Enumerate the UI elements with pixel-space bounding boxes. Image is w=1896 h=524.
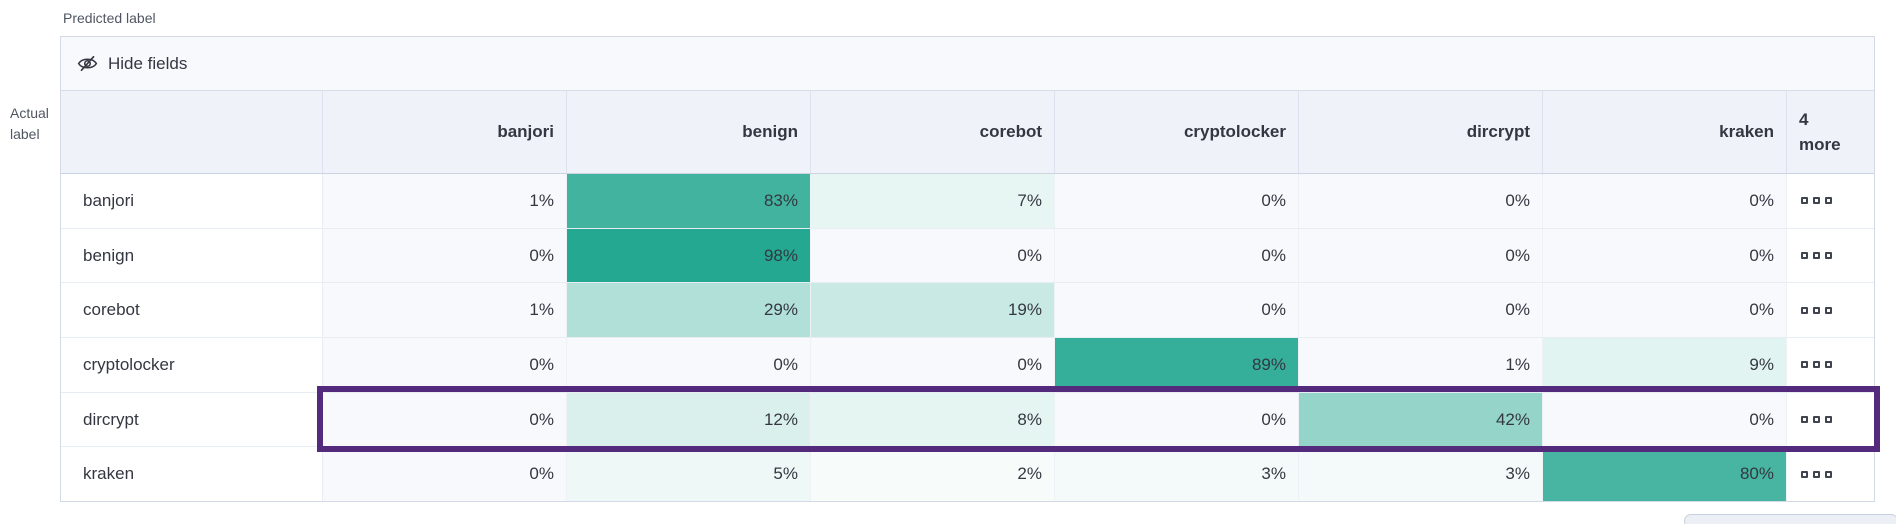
ellipsis-square-icon (1813, 361, 1820, 369)
cell-cryptolocker-dircrypt[interactable]: 1% (1299, 338, 1543, 392)
cell-cryptolocker-cryptolocker[interactable]: 89% (1055, 338, 1299, 392)
row-more-cell-kraken[interactable] (1787, 447, 1874, 502)
confusion-matrix-grid: Hide fields banjori benign corebot cryptolo… (60, 36, 1875, 502)
ellipsis-square-icon (1825, 416, 1832, 424)
actual-axis-label: Actual label (10, 103, 49, 145)
ellipsis-square-icon (1801, 470, 1808, 478)
cell-dircrypt-kraken[interactable]: 0% (1543, 392, 1787, 447)
ellipsis-square-icon (1825, 470, 1832, 478)
ellipsis-square-icon (1801, 252, 1808, 259)
cell-kraken-benign[interactable]: 5% (567, 447, 811, 502)
cell-benign-cryptolocker[interactable]: 0% (1055, 228, 1299, 283)
row-more-cell-dircrypt[interactable] (1787, 392, 1874, 447)
grid-header-row: banjori benign corebot cryptolocker dircrypt… (61, 91, 1874, 174)
cell-benign-dircrypt[interactable]: 0% (1299, 228, 1543, 283)
more-header-count: 4 (1799, 110, 1809, 129)
cell-corebot-benign[interactable]: 29% (567, 283, 811, 338)
column-header-cryptolocker[interactable]: cryptolocker (1055, 91, 1299, 173)
row-more-cell-banjori[interactable] (1787, 174, 1874, 228)
cell-benign-kraken[interactable]: 0% (1543, 228, 1787, 283)
cell-dircrypt-cryptolocker[interactable]: 0% (1055, 392, 1299, 447)
column-header-dircrypt[interactable]: dircrypt (1299, 91, 1543, 173)
cell-corebot-banjori[interactable]: 1% (323, 283, 567, 338)
row-more-cell-corebot[interactable] (1787, 283, 1874, 338)
ellipsis-square-icon (1813, 306, 1820, 314)
row-label-dircrypt[interactable]: dircrypt (61, 392, 323, 447)
hide-fields-label: Hide fields (108, 53, 188, 73)
cell-banjori-cryptolocker[interactable]: 0% (1055, 174, 1299, 228)
eye-slash-icon (77, 53, 98, 74)
cell-banjori-banjori[interactable]: 1% (323, 174, 567, 228)
ellipsis-square-icon (1813, 470, 1820, 478)
actual-axis-label-line2: label (10, 126, 40, 142)
row-more-cell-cryptolocker[interactable] (1787, 338, 1874, 392)
cell-kraken-corebot[interactable]: 2% (811, 447, 1055, 502)
cell-cryptolocker-kraken[interactable]: 9% (1543, 338, 1787, 392)
ellipsis-square-icon (1825, 361, 1832, 369)
grid-body: banjori 1% 83% 7% 0% 0% 0% benign 0% 98% 0% 0% 0% 0% c… (61, 174, 1874, 502)
row-label-banjori[interactable]: banjori (61, 174, 323, 228)
cell-kraken-banjori[interactable]: 0% (323, 447, 567, 502)
table-row-kraken: kraken 0% 5% 2% 3% 3% 80% (61, 447, 1874, 502)
cell-benign-benign[interactable]: 98% (567, 228, 811, 283)
horizontal-scrollbar[interactable] (1684, 514, 1896, 524)
cell-dircrypt-benign[interactable]: 12% (567, 392, 811, 447)
ellipsis-square-icon (1801, 416, 1808, 424)
cell-cryptolocker-corebot[interactable]: 0% (811, 338, 1055, 392)
ellipsis-square-icon (1813, 197, 1820, 205)
ellipsis-square-icon (1825, 252, 1832, 259)
column-header-kraken[interactable]: kraken (1543, 91, 1787, 173)
cell-corebot-dircrypt[interactable]: 0% (1299, 283, 1543, 338)
table-row-banjori: banjori 1% 83% 7% 0% 0% 0% (61, 174, 1874, 229)
grid-toolbar: Hide fields (61, 37, 1874, 91)
cell-corebot-kraken[interactable]: 0% (1543, 283, 1787, 338)
ellipsis-square-icon (1801, 361, 1808, 369)
ellipsis-square-icon (1801, 306, 1808, 314)
cell-kraken-cryptolocker[interactable]: 3% (1055, 447, 1299, 502)
row-label-cryptolocker[interactable]: cryptolocker (61, 338, 323, 392)
column-header-more[interactable]: 4 more (1787, 91, 1874, 173)
cell-corebot-corebot[interactable]: 19% (811, 283, 1055, 338)
predicted-axis-label: Predicted label (63, 10, 156, 26)
column-header-corebot[interactable]: corebot (811, 91, 1055, 173)
header-corner-cell (61, 91, 323, 173)
row-more-cell-benign[interactable] (1787, 228, 1874, 283)
cell-dircrypt-corebot[interactable]: 8% (811, 392, 1055, 447)
cell-banjori-benign[interactable]: 83% (567, 174, 811, 228)
table-row-benign: benign 0% 98% 0% 0% 0% 0% (61, 228, 1874, 284)
cell-corebot-cryptolocker[interactable]: 0% (1055, 283, 1299, 338)
table-row-dircrypt: dircrypt 0% 12% 8% 0% 42% 0% (61, 392, 1874, 448)
row-label-benign[interactable]: benign (61, 228, 323, 283)
cell-cryptolocker-benign[interactable]: 0% (567, 338, 811, 392)
cell-kraken-dircrypt[interactable]: 3% (1299, 447, 1543, 502)
cell-banjori-dircrypt[interactable]: 0% (1299, 174, 1543, 228)
ellipsis-square-icon (1813, 252, 1820, 259)
more-header-word: more (1799, 135, 1841, 154)
ellipsis-square-icon (1825, 306, 1832, 314)
row-label-kraken[interactable]: kraken (61, 447, 323, 502)
table-row-cryptolocker: cryptolocker 0% 0% 0% 89% 1% 9% (61, 338, 1874, 393)
ellipsis-square-icon (1813, 416, 1820, 424)
column-header-banjori[interactable]: banjori (323, 91, 567, 173)
cell-cryptolocker-banjori[interactable]: 0% (323, 338, 567, 392)
table-row-corebot: corebot 1% 29% 19% 0% 0% 0% (61, 283, 1874, 339)
ellipsis-square-icon (1825, 197, 1832, 205)
cell-banjori-kraken[interactable]: 0% (1543, 174, 1787, 228)
actual-axis-label-line1: Actual (10, 105, 49, 121)
cell-dircrypt-dircrypt[interactable]: 42% (1299, 392, 1543, 447)
ellipsis-square-icon (1801, 197, 1808, 205)
cell-dircrypt-banjori[interactable]: 0% (323, 392, 567, 447)
hide-fields-button[interactable]: Hide fields (77, 53, 187, 74)
cell-benign-banjori[interactable]: 0% (323, 228, 567, 283)
column-header-benign[interactable]: benign (567, 91, 811, 173)
cell-banjori-corebot[interactable]: 7% (811, 174, 1055, 228)
row-label-corebot[interactable]: corebot (61, 283, 323, 338)
cell-benign-corebot[interactable]: 0% (811, 228, 1055, 283)
cell-kraken-kraken[interactable]: 80% (1543, 447, 1787, 502)
